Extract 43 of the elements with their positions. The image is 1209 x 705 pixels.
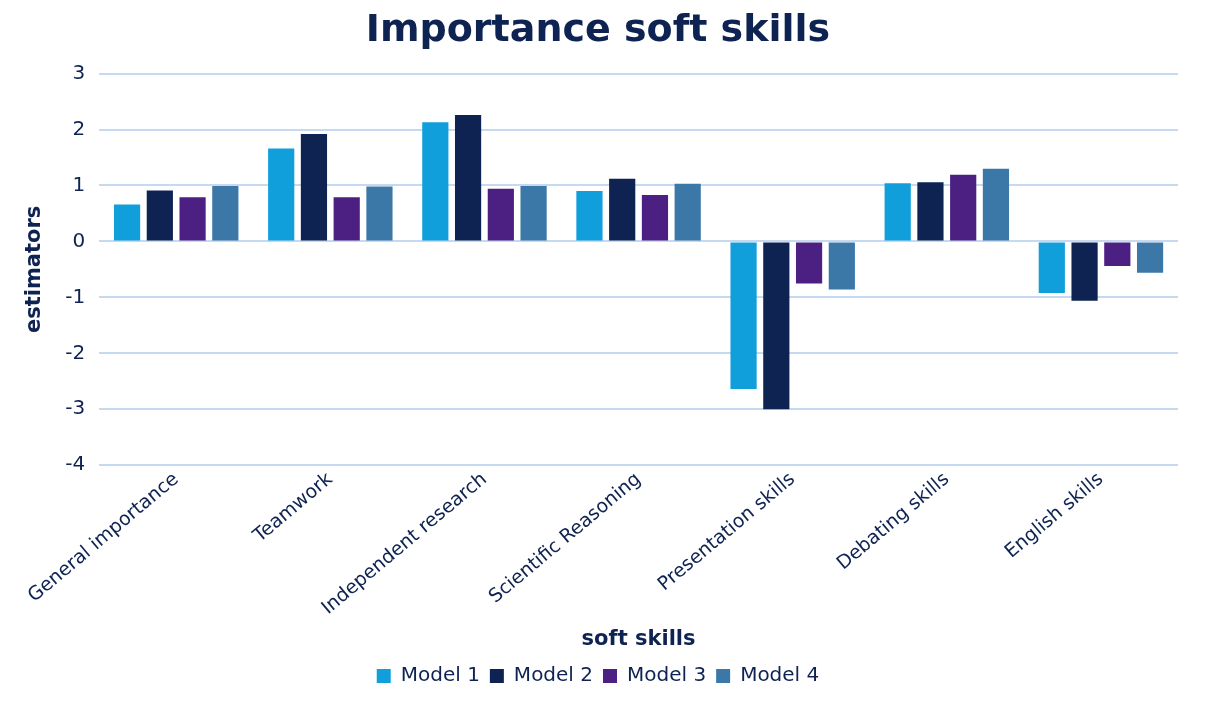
bar	[795, 242, 823, 284]
bar	[179, 197, 206, 241]
bar	[300, 134, 328, 241]
y-tick-label: -2	[65, 339, 86, 364]
legend-label: Model 1	[400, 662, 480, 687]
bar	[641, 195, 669, 241]
y-tick-label: 2	[72, 115, 86, 140]
bar	[828, 242, 855, 290]
chart-title: Importance soft skills	[365, 5, 831, 50]
bar	[146, 190, 173, 241]
bar	[520, 186, 547, 241]
bar	[212, 186, 239, 241]
bar	[422, 122, 449, 241]
bar	[950, 174, 977, 241]
bar	[113, 204, 141, 241]
legend-label: Model 3	[627, 662, 707, 687]
bar	[366, 186, 393, 241]
y-tick-label: -1	[65, 283, 86, 308]
legend-label: Model 4	[740, 662, 820, 687]
y-axis-title: estimators	[21, 205, 46, 334]
bar	[982, 168, 1010, 241]
bar	[884, 183, 911, 241]
bar	[576, 191, 603, 241]
x-axis-title: soft skills	[581, 625, 696, 650]
bar	[1104, 242, 1131, 267]
y-tick-label: -4	[65, 451, 86, 476]
bar	[268, 148, 295, 241]
bar	[487, 188, 514, 241]
legend-label: Model 2	[513, 662, 594, 687]
y-tick-label: 1	[72, 171, 86, 196]
bar	[333, 197, 360, 241]
y-tick-label: 0	[72, 227, 86, 252]
bar	[1136, 242, 1164, 273]
bar	[1038, 242, 1065, 293]
y-tick-label: -3	[65, 395, 86, 420]
y-tick-label: 3	[72, 59, 86, 84]
bar	[674, 183, 701, 241]
bar	[1071, 242, 1098, 301]
bar	[917, 182, 944, 241]
bar	[454, 115, 482, 241]
bar	[730, 242, 757, 390]
bar	[609, 178, 636, 241]
bar	[763, 242, 790, 410]
